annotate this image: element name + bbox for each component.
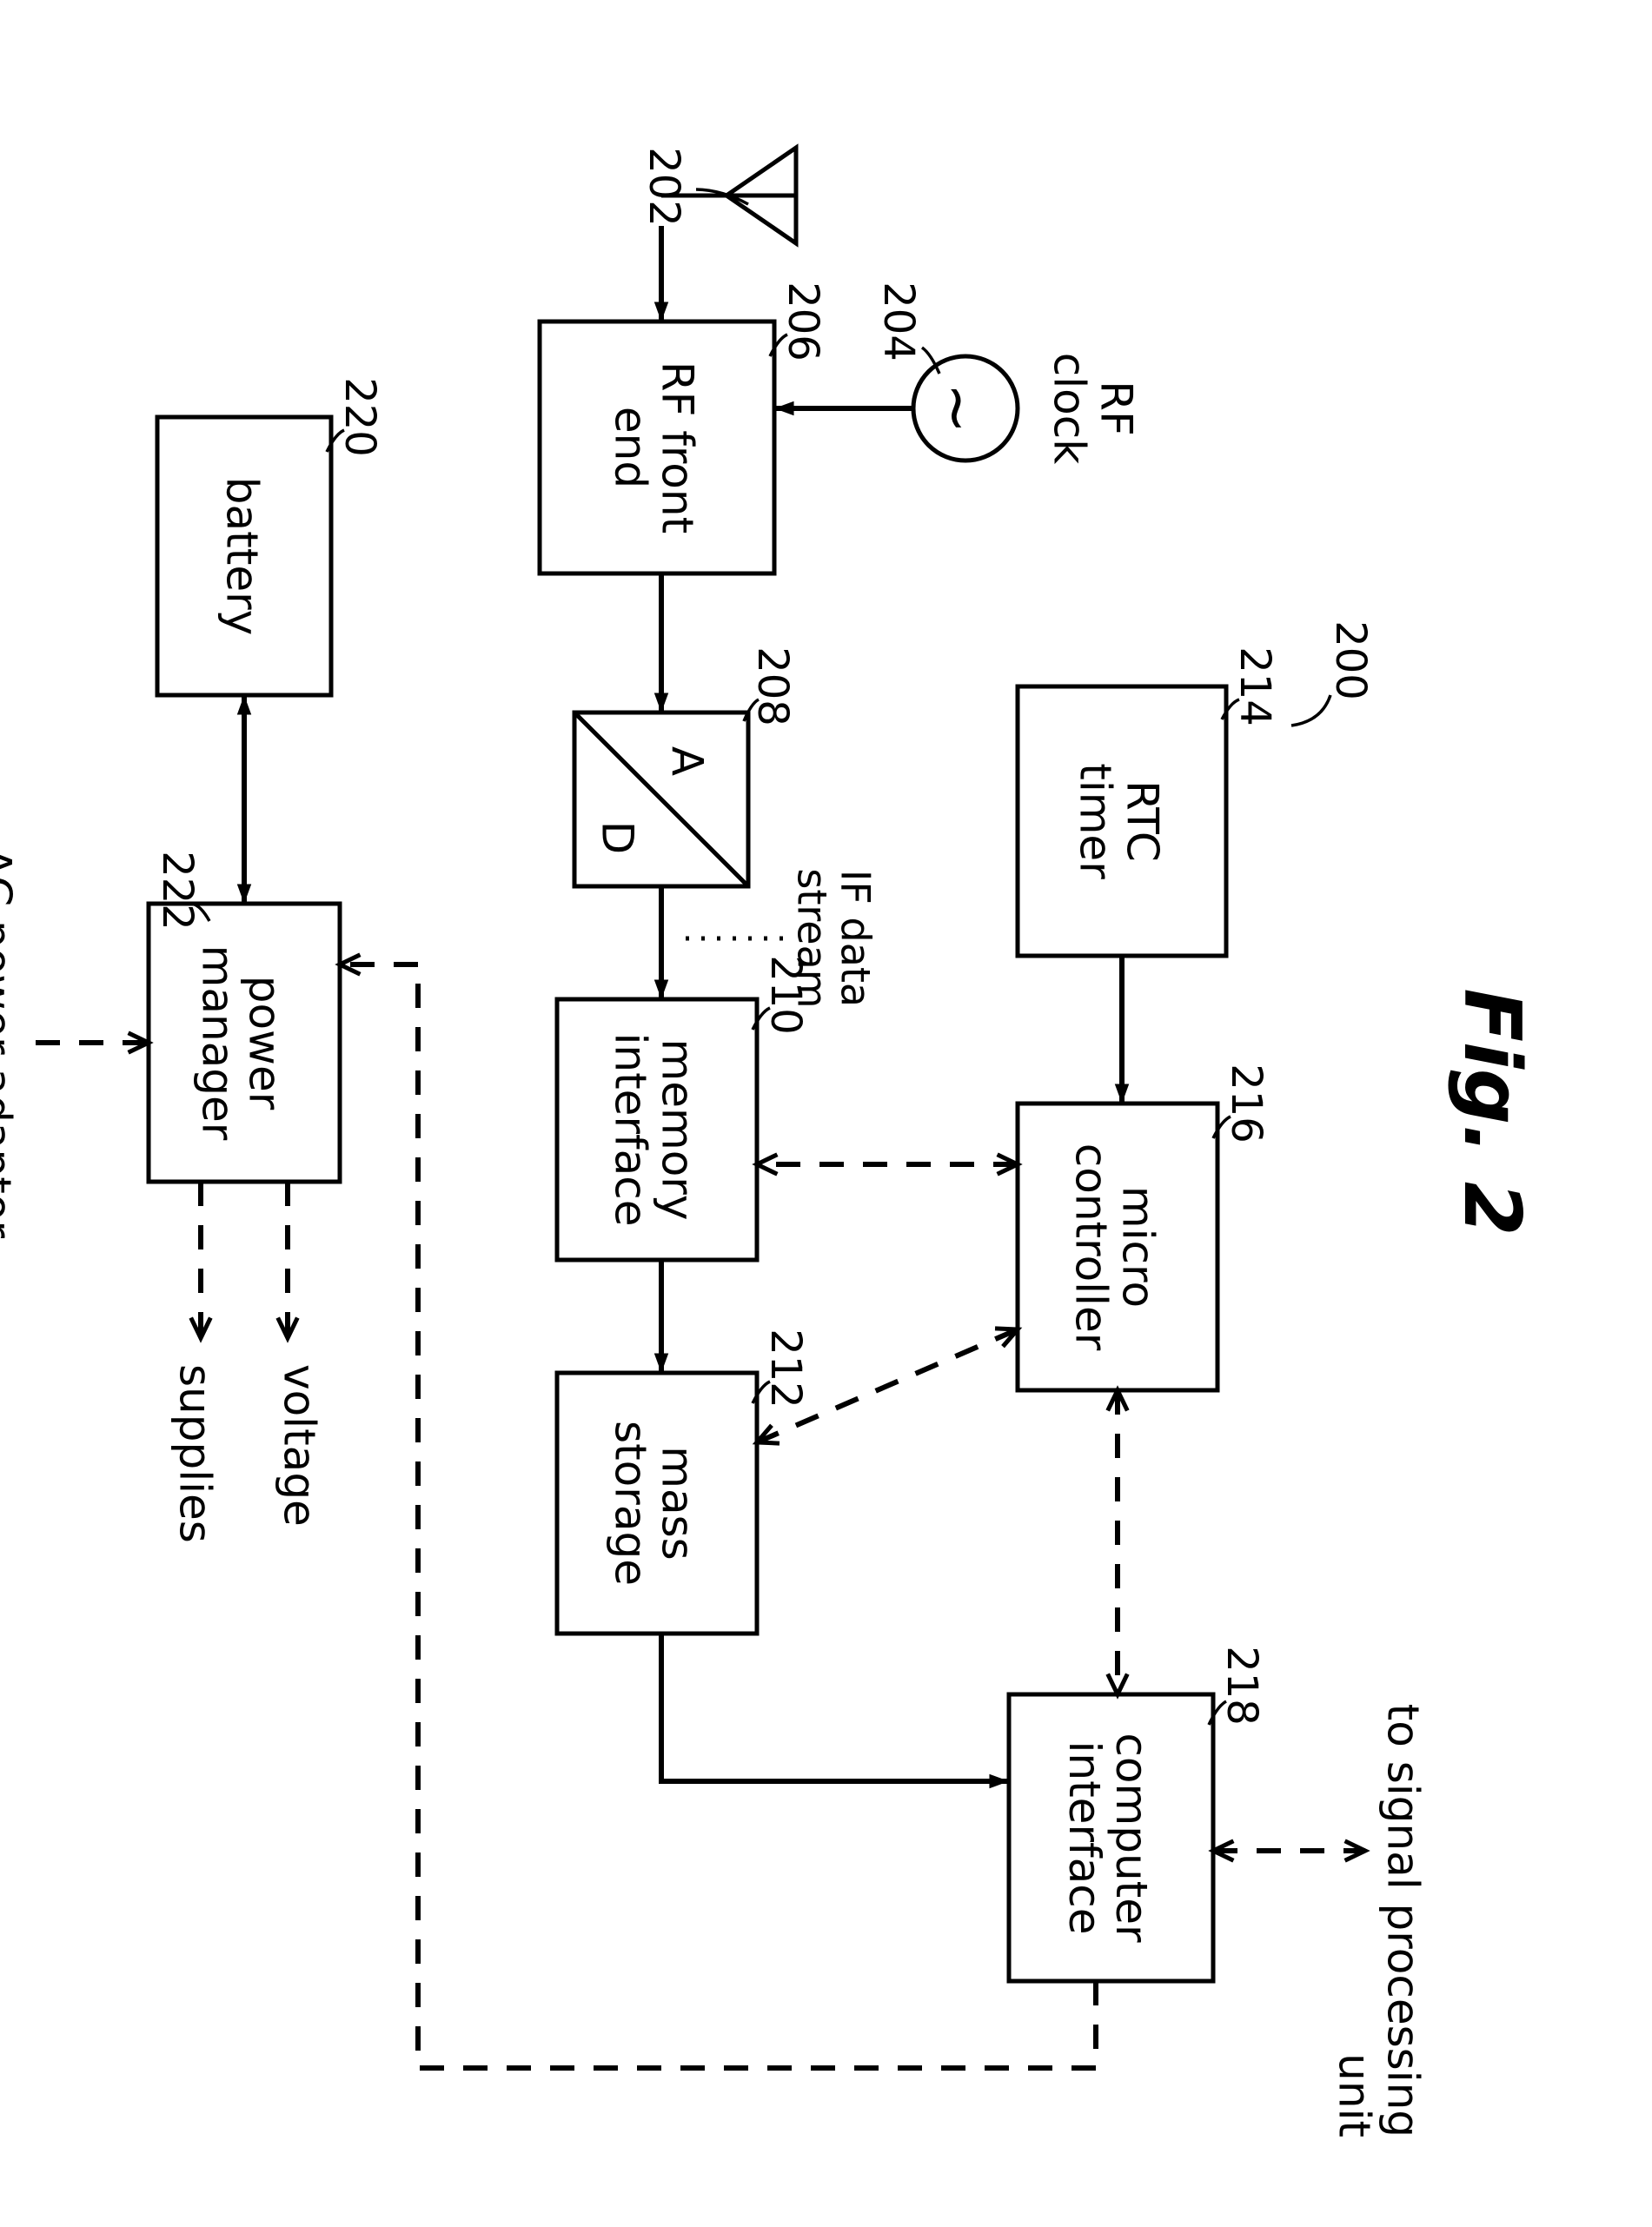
edge-memory_if-mass_storage: [654, 1260, 668, 1373]
svg-text:A: A: [662, 746, 713, 776]
svg-text:204: 204: [874, 282, 923, 361]
edge-battery-power_mgr: [237, 695, 251, 904]
node-computer_if: computerinterface 218: [1009, 1646, 1266, 1981]
system-ref: 200: [1291, 620, 1375, 726]
svg-text:206: 206: [779, 282, 827, 361]
node-memory_if: memoryinterface210: [557, 955, 810, 1260]
svg-text:end: end: [606, 407, 656, 488]
svg-text:220: 220: [335, 377, 384, 457]
svg-text:202: 202: [640, 147, 688, 227]
edge-ad-memory_if: [654, 886, 668, 999]
svg-text:unit: unit: [1330, 2053, 1380, 2138]
node-rf_front_end: RF frontend 206: [540, 282, 827, 573]
svg-text:timer: timer: [1071, 763, 1121, 879]
svg-text:memory: memory: [653, 1039, 703, 1221]
diagram-stage: Fig. 2 200 ~ RFclock 204 202 RF frontend 206 A…: [0, 0, 1652, 1652]
svg-text:200: 200: [1326, 620, 1375, 700]
edge-micro-memory_if: [757, 1155, 1018, 1175]
nodes: ~ RFclock 204 202 RF frontend 206 A D 208 RTCtime…: [149, 147, 1279, 1981]
svg-text:218: 218: [1217, 1646, 1266, 1726]
svg-text:214: 214: [1231, 646, 1279, 726]
svg-text:voltage: voltage: [275, 1364, 325, 1527]
svg-text:mass: mass: [653, 1446, 703, 1560]
svg-text:clock: clock: [1045, 353, 1095, 464]
svg-text:computer: computer: [1106, 1733, 1157, 1943]
figure-title: Fig. 2: [1446, 989, 1537, 1236]
edge-mass_storage-computer_if: [661, 1634, 1009, 1788]
svg-text:supplies: supplies: [170, 1364, 221, 1543]
svg-text:AC power adaptor: AC power adaptor: [0, 847, 21, 1239]
node-ad: A D 208: [574, 646, 797, 886]
edge-power_mgr-supplies: [191, 1182, 211, 1338]
svg-text:micro: micro: [1113, 1186, 1164, 1308]
node-rtc: RTCtimer 214: [1018, 646, 1279, 956]
svg-text:RTC: RTC: [1118, 780, 1168, 862]
svg-text:222: 222: [153, 851, 202, 931]
edge-power_mgr-voltage: [278, 1182, 298, 1338]
svg-text:manager: manager: [193, 945, 243, 1141]
svg-text:storage: storage: [606, 1421, 656, 1586]
diagram-svg: Fig. 2 200 ~ RFclock 204 202 RF frontend 206 A…: [0, 0, 1652, 2227]
node-micro: microcontroller 216: [1018, 1064, 1271, 1390]
edge-micro-computer_if: [1108, 1390, 1128, 1694]
svg-text:battery: battery: [217, 477, 268, 636]
svg-text:208: 208: [748, 646, 797, 726]
svg-text:D: D: [593, 821, 643, 855]
node-rf_clock: ~ RFclock 204: [874, 282, 1142, 464]
svg-text:RF front: RF front: [653, 361, 703, 534]
svg-text:212: 212: [761, 1329, 810, 1408]
svg-text:IF data: IF data: [833, 870, 879, 1007]
node-mass_storage: massstorage 212: [557, 1329, 810, 1634]
svg-text:controller: controller: [1066, 1143, 1117, 1351]
svg-text:power: power: [240, 976, 290, 1110]
svg-text:RF: RF: [1091, 381, 1142, 436]
node-battery: battery 220: [157, 377, 384, 695]
svg-text:interface: interface: [1059, 1741, 1110, 1935]
edge-computer_if-external: [1213, 1841, 1365, 1861]
edge-rtc-micro: [1115, 956, 1129, 1104]
svg-text:interface: interface: [606, 1033, 656, 1227]
edge-rf_front_end-ad: [654, 573, 668, 713]
svg-text:216: 216: [1222, 1064, 1271, 1143]
edge-rf_clock-rf_front_end: [774, 401, 913, 415]
svg-text:~: ~: [922, 383, 993, 434]
svg-text:to signal processing: to signal processing: [1378, 1704, 1429, 2138]
svg-text:stream: stream: [789, 868, 836, 1008]
edge-antenna-rf_front_end: [654, 226, 668, 321]
edge-ac_adaptor-power_mgr: [36, 1033, 149, 1053]
